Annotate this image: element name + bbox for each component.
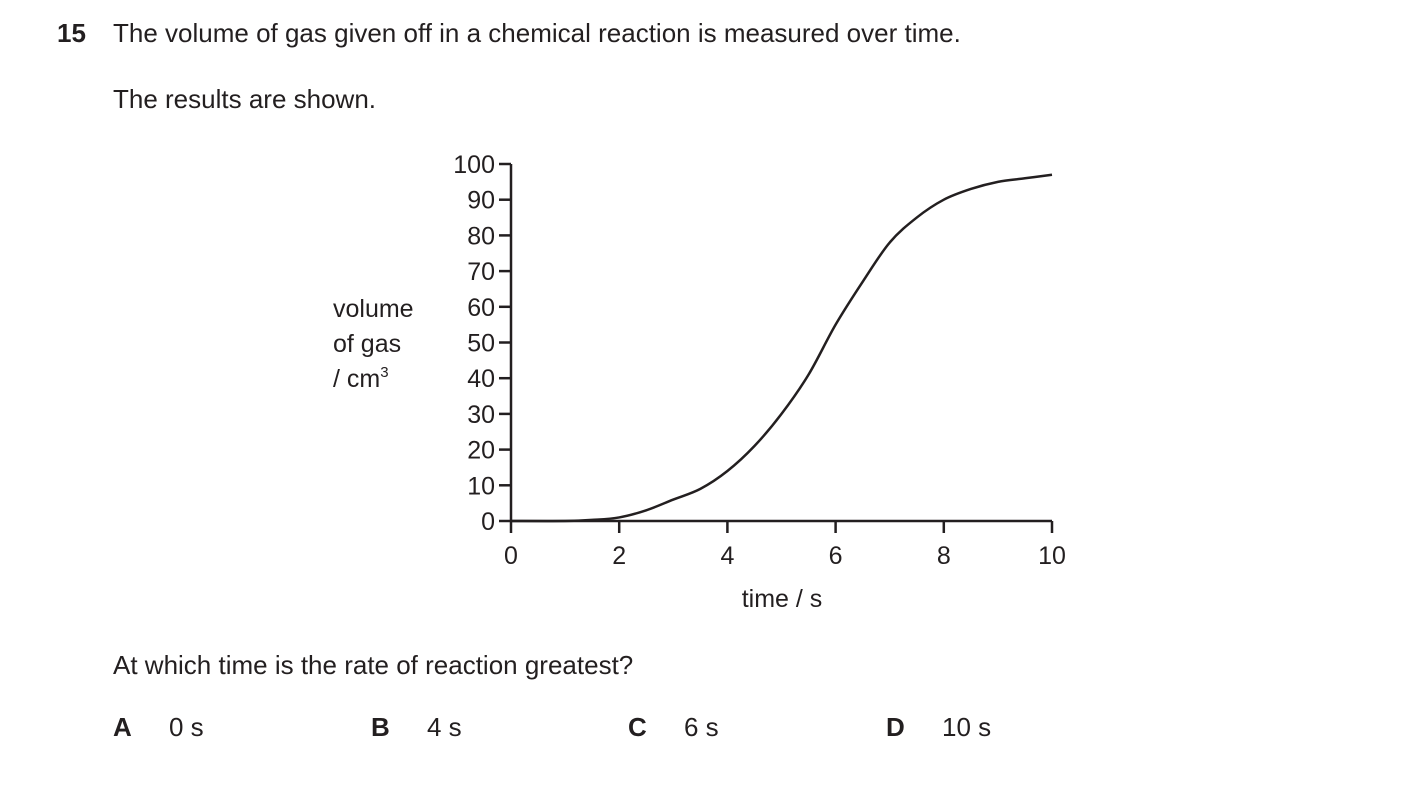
y-tick-label: 90 (467, 187, 495, 215)
x-tick-label: 0 (504, 542, 518, 570)
option-a[interactable]: A 0 s (113, 712, 204, 743)
y-label-line-2: of gas (333, 330, 401, 358)
y-tick-label: 70 (467, 258, 495, 286)
question-stem: The volume of gas given off in a chemica… (113, 18, 961, 48)
x-tick-label: 8 (937, 542, 951, 570)
x-tick-label: 2 (612, 542, 626, 570)
y-tick-label: 60 (467, 294, 495, 322)
y-tick-label: 10 (467, 472, 495, 500)
option-b-text: 4 s (427, 712, 462, 742)
x-tick-label: 10 (1038, 542, 1066, 570)
y-tick-label: 50 (467, 330, 495, 358)
option-d-text: 10 s (942, 712, 992, 742)
gas-volume-chart: volume of gas / cm3 time / s 01020304050… (333, 151, 1066, 613)
gas-volume-curve (510, 173, 1053, 523)
question-intro: The results are shown. (113, 84, 377, 114)
y-label-line-3: / cm3 (333, 364, 389, 393)
y-axis-label: volume of gas / cm3 (333, 295, 414, 393)
option-c-letter: C (628, 712, 647, 742)
y-tick-label: 0 (481, 508, 495, 536)
option-d-letter: D (886, 712, 905, 742)
x-axis-label: time / s (742, 585, 823, 613)
y-tick-label: 30 (467, 401, 495, 429)
y-ticks: 0 10 20 30 40 50 60 70 80 90 100 (453, 151, 511, 536)
x-tick-label: 4 (720, 542, 734, 570)
axes (509, 164, 1052, 523)
x-ticks: 0 2 4 6 8 10 (504, 521, 1066, 570)
option-d[interactable]: D 10 s (886, 712, 991, 743)
x-tick-label: 6 (829, 542, 843, 570)
option-b[interactable]: B 4 s (371, 712, 462, 743)
y-tick-label: 80 (467, 222, 495, 250)
y-label-line-1: volume (333, 295, 414, 323)
option-a-letter: A (113, 712, 132, 742)
question-number: 15 (57, 18, 86, 48)
option-c[interactable]: C 6 s (628, 712, 719, 743)
y-tick-label: 40 (467, 365, 495, 393)
option-c-text: 6 s (684, 712, 719, 742)
option-b-letter: B (371, 712, 390, 742)
question-prompt: At which time is the rate of reaction gr… (113, 650, 634, 680)
y-tick-label: 20 (467, 437, 495, 465)
y-tick-label: 100 (453, 151, 495, 179)
option-a-text: 0 s (169, 712, 204, 742)
